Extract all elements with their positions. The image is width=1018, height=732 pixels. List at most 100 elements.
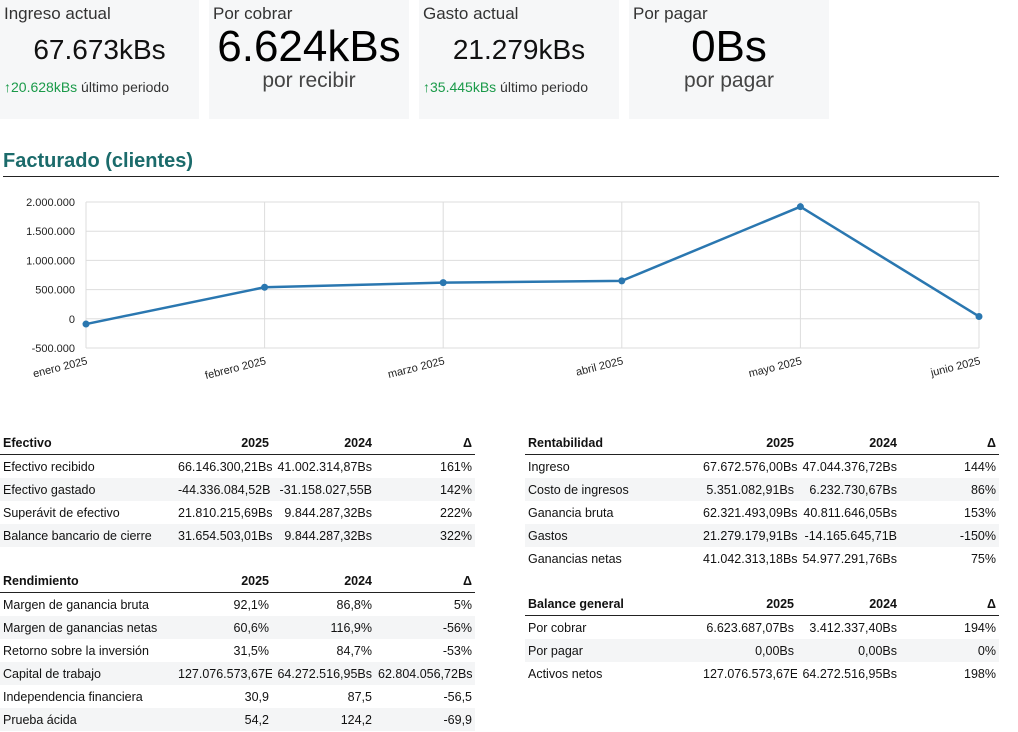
series-line xyxy=(85,205,980,326)
balance-sheet-table: Balance general 2025 2024 Δ Por cobrar 6.623.… xyxy=(525,593,999,685)
cell-value: 62.804.056,72Bs xyxy=(375,662,475,685)
table-row: Ingreso 67.672.576,00Bs 47.044.376,72Bs 144… xyxy=(525,455,999,479)
cell-value: 0% xyxy=(900,639,999,662)
x-tick-label: abril 2025 xyxy=(575,355,625,378)
cell-value: 161% xyxy=(440,459,472,474)
cell-value: 47.044.376,72Bs xyxy=(802,459,897,474)
cell-value: 86,8% xyxy=(336,597,372,612)
cell-value: -14.165.645,71B xyxy=(797,524,900,547)
table-row: Independencia financiera 30,9 87,5 -56,5 xyxy=(0,685,475,708)
cell-value: 31,5% xyxy=(233,643,269,658)
section-title: Facturado (clientes) xyxy=(3,150,999,177)
cell-value: 31.654.503,01Bs xyxy=(175,524,272,547)
cell-value: 54,2 xyxy=(175,708,272,731)
table-title: Efectivo xyxy=(0,432,175,455)
cell-value: 222% xyxy=(440,505,472,520)
row-label: Balance bancario de cierre xyxy=(0,524,175,547)
kpi-value: 67.673kBs xyxy=(33,34,166,65)
cell-value: 54.977.291,76Bs xyxy=(802,551,897,566)
row-label: Efectivo gastado xyxy=(0,478,175,501)
table-row: Efectivo recibido 66.146.300,21Bs 41.002.3… xyxy=(0,455,475,479)
cell-value: 60,6% xyxy=(175,616,272,639)
table-title: Balance general xyxy=(525,593,700,616)
cell-value: 127.076.573,67E xyxy=(703,666,797,681)
row-label: Capital de trabajo xyxy=(0,662,175,685)
kpi-subtitle: por pagar xyxy=(684,69,774,93)
cell-value: 6.232.730,67Bs xyxy=(797,478,900,501)
data-point xyxy=(618,277,626,285)
y-tick-label: 500.000 xyxy=(35,285,75,297)
cell-value: 92,1% xyxy=(233,597,269,612)
table-row: Superávit de efectivo 21.810.215,69Bs 9.84… xyxy=(0,501,475,524)
kpi-change: ↑35.445kBs último periodo xyxy=(423,79,615,95)
cell-value: 0,00Bs xyxy=(797,639,900,662)
kpi-label: Ingreso actual xyxy=(4,4,111,23)
arrow-up-icon: ↑ xyxy=(423,79,430,95)
column-header: 2024 xyxy=(797,432,900,455)
cell-value: -56% xyxy=(375,616,475,639)
cell-value: 144% xyxy=(964,459,996,474)
kpi-value: 6.624kBs xyxy=(217,22,401,71)
table-row: Capital de trabajo 127.076.573,67E 64.272.… xyxy=(0,662,475,685)
cell-value: 9.844.287,32Bs xyxy=(284,505,372,520)
column-header: Δ xyxy=(900,593,999,616)
kpi-change-amount: 35.445kBs xyxy=(430,79,497,95)
x-tick-label: junio 2025 xyxy=(929,355,982,379)
row-label: Margen de ganancia bruta xyxy=(3,597,149,612)
table-row: Ganancias netas 41.042.313,18Bs 54.977.291… xyxy=(525,547,999,570)
table-row: Ganancia bruta 62.321.493,09Bs 40.811.646,… xyxy=(525,501,999,524)
table-row: Margen de ganancia bruta 92,1% 86,8% 5% xyxy=(0,593,475,617)
cell-value: 87,5 xyxy=(347,689,372,704)
table-row: Retorno sobre la inversión 31,5% 84,7% -53% xyxy=(0,639,475,662)
data-point xyxy=(439,279,447,287)
column-header: 2024 xyxy=(272,570,375,593)
row-label: Ingreso xyxy=(528,459,570,474)
cash-table: Efectivo 2025 2024 Δ Efectivo recibido 66.146… xyxy=(0,432,475,547)
cell-value: 21.279.179,91Bs xyxy=(700,524,797,547)
kpi-card-receivable: Por cobrar 6.624kBs por recibir xyxy=(209,0,409,119)
cell-value: -31.158.027,55B xyxy=(272,478,375,501)
table-row: Costo de ingresos 5.351.082,91Bs 6.232.730… xyxy=(525,478,999,501)
cell-value: 3.412.337,40Bs xyxy=(809,620,897,635)
cell-value: 116,9% xyxy=(272,616,375,639)
x-tick-label: enero 2025 xyxy=(32,355,89,380)
kpi-card-payable: Por pagar 0Bs por pagar xyxy=(629,0,829,119)
table-title: Rentabilidad xyxy=(525,432,700,455)
table-row: Margen de ganancias netas 60,6% 116,9% -56% xyxy=(0,616,475,639)
cell-value: 62.321.493,09Bs xyxy=(703,505,797,520)
column-header: Δ xyxy=(375,432,475,455)
x-tick-label: marzo 2025 xyxy=(387,355,446,381)
data-point xyxy=(261,283,269,291)
row-label: Superávit de efectivo xyxy=(3,505,120,520)
cell-value: 153% xyxy=(964,505,996,520)
kpi-card-expense: Gasto actual 21.279kBs ↑35.445kBs último… xyxy=(419,0,619,119)
cell-value: 21.810.215,69Bs xyxy=(178,505,272,520)
row-label: Costo de ingresos xyxy=(525,478,700,501)
kpi-label: Gasto actual xyxy=(423,4,519,23)
row-label: Independencia financiera xyxy=(3,689,143,704)
cell-value: 67.672.576,00Bs xyxy=(703,459,797,474)
performance-table: Rendimiento 2025 2024 Δ Margen de ganancia b… xyxy=(0,570,475,731)
cell-value: 41.042.313,18Bs xyxy=(703,551,797,566)
cell-value: 64.272.516,95Bs xyxy=(272,662,375,685)
table-row: Gastos 21.279.179,91Bs -14.165.645,71B -150… xyxy=(525,524,999,547)
row-label: Efectivo recibido xyxy=(3,459,95,474)
column-header: 2025 xyxy=(175,432,272,455)
cell-value: 66.146.300,21Bs xyxy=(178,459,272,474)
column-header: Δ xyxy=(375,570,475,593)
cell-value: 142% xyxy=(375,478,475,501)
cell-value: -53% xyxy=(442,643,472,658)
table-row: Por cobrar 6.623.687,07Bs 3.412.337,40Bs 19… xyxy=(525,616,999,640)
y-tick-label: 1.500.000 xyxy=(26,226,75,238)
row-label: Gastos xyxy=(525,524,700,547)
y-tick-label: 1.000.000 xyxy=(26,255,75,267)
y-tick-label: 2.000.000 xyxy=(26,197,75,209)
cell-value: 64.272.516,95Bs xyxy=(802,666,897,681)
kpi-label: Por pagar xyxy=(633,4,708,23)
row-label: Por pagar xyxy=(525,639,700,662)
kpi-value: 0Bs xyxy=(691,22,767,71)
table-row: Prueba ácida 54,2 124,2 -69,9 xyxy=(0,708,475,731)
kpi-change-note: último periodo xyxy=(77,79,169,95)
cell-value: 30,9 xyxy=(244,689,269,704)
row-label: Retorno sobre la inversión xyxy=(3,643,149,658)
